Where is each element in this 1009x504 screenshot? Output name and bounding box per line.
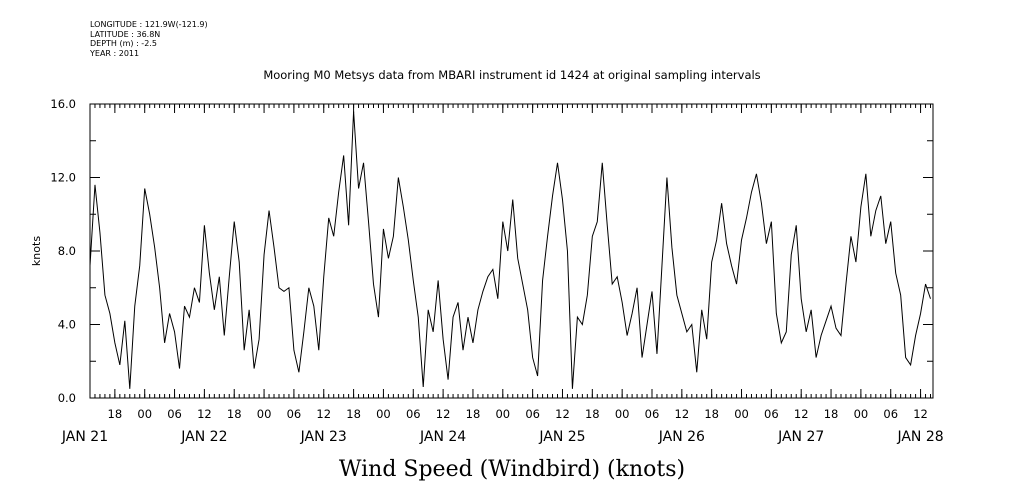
x-tick-label: 00: [734, 407, 749, 421]
x-tick-label: 18: [346, 407, 361, 421]
x-tick-label: 06: [406, 407, 421, 421]
day-label: JAN 27: [777, 429, 824, 445]
x-tick-label: 00: [137, 407, 152, 421]
y-tick-label: 4.0: [58, 318, 76, 332]
x-tick-label: 18: [466, 407, 481, 421]
x-tick-label: 00: [495, 407, 510, 421]
x-tick-label: 12: [316, 407, 331, 421]
x-tick-label: 18: [824, 407, 839, 421]
day-label: JAN 28: [896, 429, 943, 445]
x-tick-label: 00: [257, 407, 272, 421]
x-tick-label: 00: [376, 407, 391, 421]
x-tick-label: 06: [883, 407, 898, 421]
x-tick-label: 18: [585, 407, 600, 421]
plot-frame: [89, 103, 934, 399]
year-label: YEAR : 2011: [90, 48, 140, 58]
day-label: JAN 23: [300, 429, 347, 445]
y-tick-label: 8.0: [58, 244, 76, 258]
x-tick-label: 18: [704, 407, 719, 421]
day-label: JAN 22: [180, 429, 227, 445]
x-tick-label: 18: [108, 407, 123, 421]
x-tick-label: 06: [764, 407, 779, 421]
metadata-block: LONGITUDE : 121.9W(-121.9) LATITUDE : 36…: [90, 20, 208, 58]
longitude-label: LONGITUDE : 121.9W(-121.9): [90, 20, 208, 29]
day-label: JAN 21: [61, 429, 108, 445]
wind-speed-line: [89, 111, 931, 389]
y-tick-label: 12.0: [50, 171, 76, 185]
x-tick-label: 06: [525, 407, 540, 421]
x-tick-label: 12: [197, 407, 212, 421]
y-tick-label: 16.0: [50, 97, 76, 111]
latitude-label: LATITUDE : 36.8N: [90, 29, 161, 39]
x-tick-label: 12: [913, 407, 928, 421]
x-tick-label: 18: [227, 407, 242, 421]
y-axis-label: knots: [30, 236, 43, 266]
x-tick-label: 12: [794, 407, 809, 421]
axis-ticks: [89, 103, 933, 399]
x-tick-label: 00: [615, 407, 630, 421]
x-tick-label: 12: [555, 407, 570, 421]
day-label: JAN 25: [538, 429, 585, 445]
x-tick-label: 12: [675, 407, 690, 421]
x-tick-label: 12: [436, 407, 451, 421]
x-tick-label: 06: [645, 407, 660, 421]
day-label: JAN 26: [658, 429, 705, 445]
x-tick-label: 00: [854, 407, 869, 421]
depth-label: DEPTH (m) : -2.5: [90, 39, 157, 48]
x-axis-label: Wind Speed (Windbird) (knots): [339, 457, 685, 482]
chart-title: Mooring M0 Metsys data from MBARI instru…: [263, 68, 760, 82]
y-tick-label: 0.0: [58, 391, 76, 405]
axis-labels: 18 00 06 12 18 00 06 12 18 00 06 12 18 00 06 12 18 00 06 12…: [50, 97, 943, 445]
x-tick-label: 06: [287, 407, 302, 421]
day-label: JAN 24: [419, 429, 466, 445]
x-tick-label: 06: [167, 407, 182, 421]
